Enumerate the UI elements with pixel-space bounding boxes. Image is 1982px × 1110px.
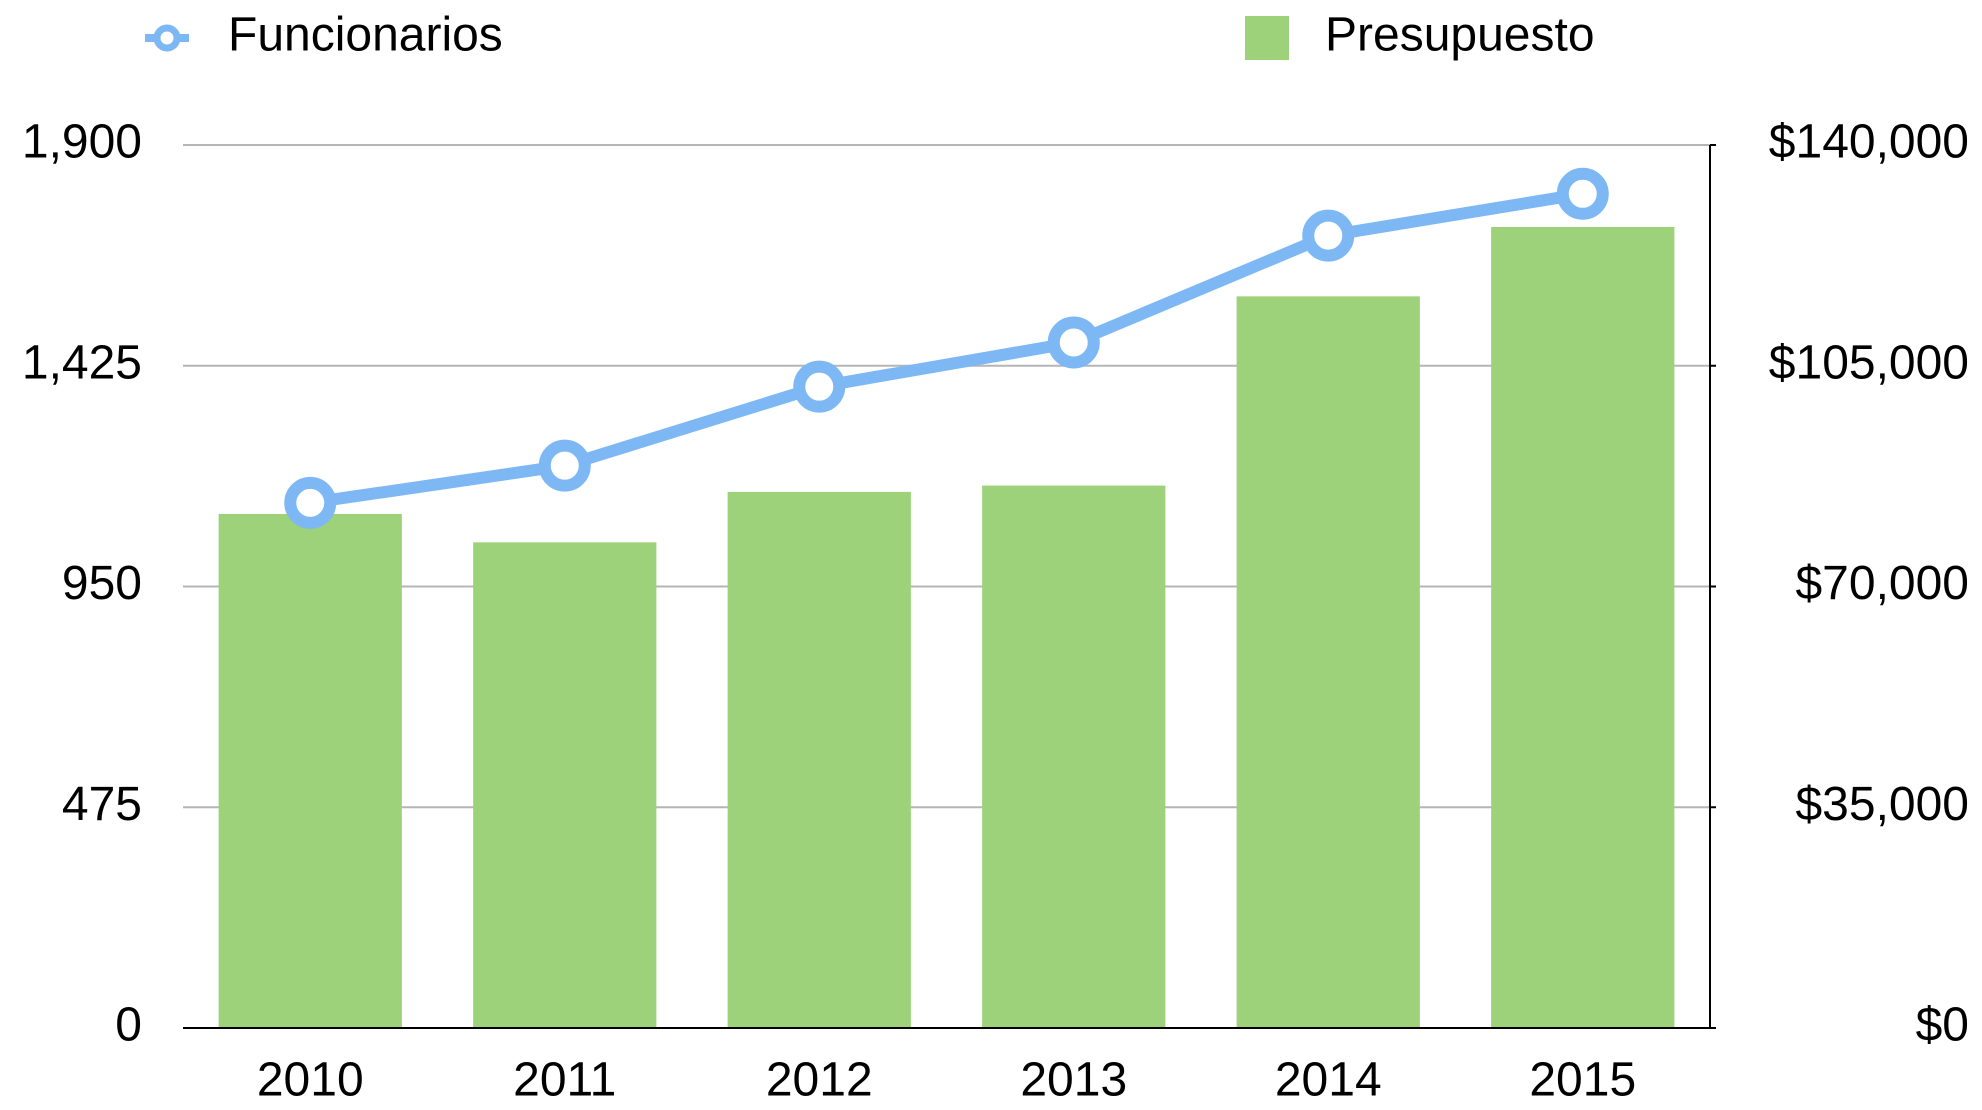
bar (1491, 226, 1675, 1028)
y2-tick-label: $105,000 (1769, 336, 1969, 389)
legend-label: Funcionarios (228, 9, 503, 62)
x-tick-label: 2015 (1529, 1054, 1636, 1107)
y2-tick-label: $70,000 (1795, 557, 1969, 610)
y2-tick-label: $35,000 (1795, 778, 1969, 831)
bar (1236, 296, 1420, 1028)
x-tick-label: 2012 (766, 1054, 873, 1107)
line-marker (1556, 167, 1609, 220)
y-tick-label: 950 (62, 557, 142, 610)
bar (982, 485, 1166, 1029)
x-tick-label: 2013 (1020, 1054, 1127, 1107)
bar (218, 513, 402, 1028)
line-marker (793, 360, 846, 413)
legend-swatch (1245, 16, 1289, 60)
line-marker (284, 476, 337, 529)
y-tick-label: 475 (62, 778, 142, 831)
line (309, 187, 1584, 509)
line-marker (1047, 316, 1100, 369)
y-tick-label: 0 (115, 999, 142, 1052)
line-marker (1302, 209, 1355, 262)
x-tick-label: 2014 (1275, 1054, 1382, 1107)
y-tick-label: 1,900 (22, 116, 142, 169)
y2-tick-label: $0 (1916, 999, 1969, 1052)
y-tick-label: 1,425 (22, 336, 142, 389)
legend-marker (153, 24, 181, 52)
legend-label: Presupuesto (1325, 9, 1595, 62)
x-tick-label: 2010 (257, 1054, 364, 1107)
bar (727, 491, 911, 1029)
line-marker (538, 439, 591, 492)
bar (473, 542, 657, 1028)
x-tick-label: 2011 (513, 1054, 616, 1107)
y2-tick-label: $140,000 (1769, 116, 1969, 169)
